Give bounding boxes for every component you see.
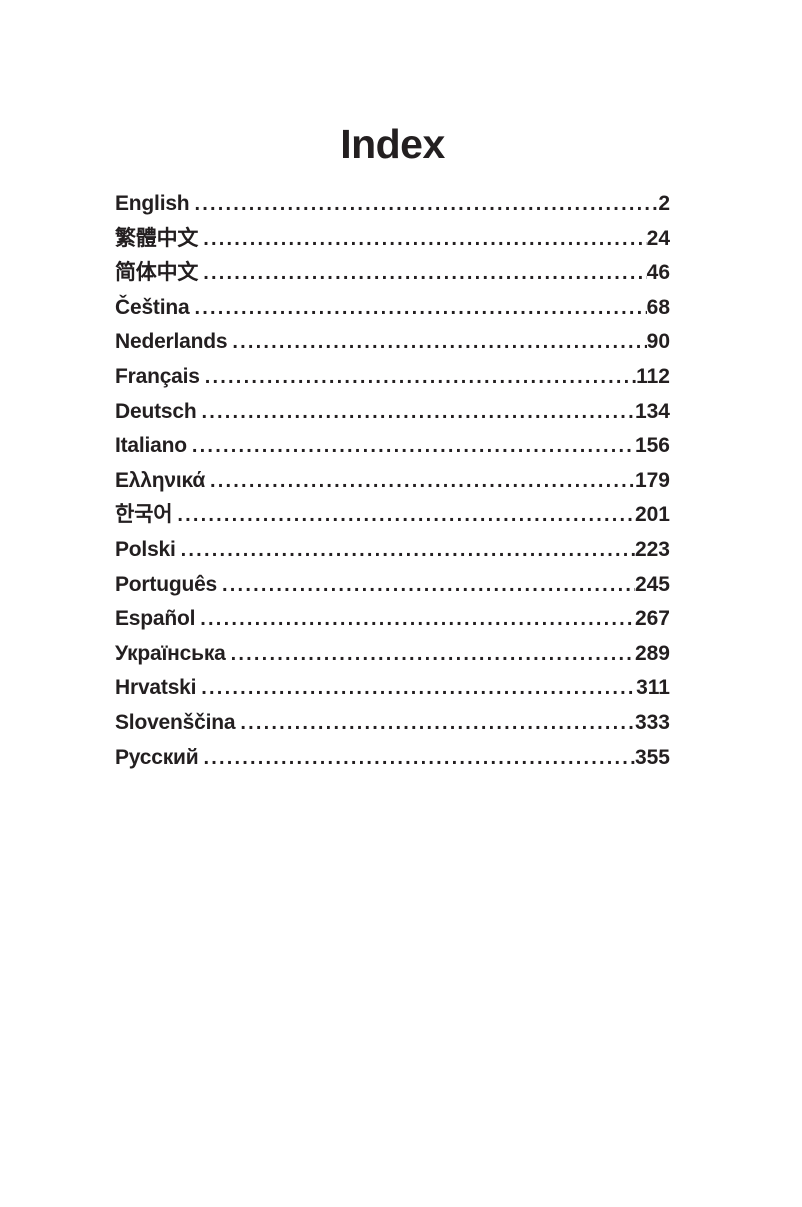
toc-leader-dots: ........................................… xyxy=(240,711,635,734)
toc-leader-dots: ........................................… xyxy=(230,642,635,665)
toc-entry[interactable]: Русский ................................… xyxy=(115,741,670,776)
toc-leader-dots: ........................................… xyxy=(204,365,636,388)
toc-entry-label: Polski xyxy=(115,537,176,561)
table-of-contents: English ................................… xyxy=(115,187,670,775)
toc-entry-label: Español xyxy=(115,607,196,631)
toc-leader-dots: ........................................… xyxy=(180,538,635,561)
toc-entry-page: 134 xyxy=(634,399,670,423)
toc-entry-page: 355 xyxy=(634,745,670,769)
toc-entry-page: 68 xyxy=(646,295,670,319)
toc-leader-dots: ........................................… xyxy=(194,193,659,215)
toc-entry[interactable]: English ................................… xyxy=(115,187,670,222)
toc-entry-label: Nederlands xyxy=(115,330,228,354)
toc-entry-label: Русский xyxy=(115,745,199,769)
toc-entry-page: 223 xyxy=(634,537,670,561)
page-title: Index xyxy=(340,121,445,168)
toc-entry[interactable]: Nederlands .............................… xyxy=(115,325,670,360)
toc-entry[interactable]: 繁體中文 ...................................… xyxy=(115,222,670,257)
toc-entry[interactable]: Hrvatski ...............................… xyxy=(115,671,670,706)
toc-entry-label: Українська xyxy=(115,641,226,665)
toc-entry-page: 201 xyxy=(634,503,670,527)
toc-entry-page: 24 xyxy=(646,226,670,250)
toc-leader-dots: ........................................… xyxy=(201,400,635,423)
toc-leader-dots: ........................................… xyxy=(222,573,635,596)
toc-entry[interactable]: Slovenščina ............................… xyxy=(115,706,670,741)
toc-leader-dots: ........................................… xyxy=(203,262,646,285)
toc-entry-page: 289 xyxy=(634,641,670,665)
toc-entry-page: 90 xyxy=(646,330,670,354)
toc-entry-label: Čeština xyxy=(115,295,190,319)
toc-leader-dots: ........................................… xyxy=(210,469,635,492)
toc-entry-page: 112 xyxy=(636,364,670,388)
toc-entry-label: English xyxy=(115,192,190,215)
toc-leader-dots: ........................................… xyxy=(177,504,635,527)
toc-entry[interactable]: Italiano ...............................… xyxy=(115,429,670,464)
toc-entry[interactable]: 简体中文 ...................................… xyxy=(115,256,670,291)
toc-entry-page: 333 xyxy=(634,710,670,734)
toc-entry[interactable]: Українська .............................… xyxy=(115,637,670,672)
toc-entry[interactable]: Čeština ................................… xyxy=(115,291,670,326)
toc-entry[interactable]: Español ................................… xyxy=(115,602,670,637)
toc-entry-label: 简体中文 xyxy=(115,261,199,285)
toc-entry-label: Ελληνικά xyxy=(115,468,206,492)
toc-entry-page: 179 xyxy=(634,468,670,492)
toc-leader-dots: ........................................… xyxy=(191,435,635,458)
toc-entry[interactable]: Ελληνικά ...............................… xyxy=(115,464,670,499)
toc-entry-label: Français xyxy=(115,364,200,388)
toc-entry[interactable]: 한국어 ....................................… xyxy=(115,498,670,533)
toc-entry-page: 156 xyxy=(634,434,670,458)
toc-leader-dots: ........................................… xyxy=(203,227,646,250)
toc-entry-page: 311 xyxy=(636,676,670,700)
toc-entry[interactable]: Deutsch ................................… xyxy=(115,395,670,430)
toc-entry-label: Hrvatski xyxy=(115,676,197,700)
toc-entry-page: 2 xyxy=(658,192,670,215)
toc-entry-label: Português xyxy=(115,572,218,596)
toc-entry-label: Deutsch xyxy=(115,399,197,423)
toc-leader-dots: ........................................… xyxy=(200,608,635,631)
toc-entry[interactable]: Polski .................................… xyxy=(115,533,670,568)
toc-leader-dots: ........................................… xyxy=(201,677,636,700)
toc-leader-dots: ........................................… xyxy=(194,296,647,319)
toc-leader-dots: ........................................… xyxy=(203,746,635,769)
toc-entry-label: Slovenščina xyxy=(115,710,236,734)
toc-entry-page: 245 xyxy=(634,572,670,596)
toc-entry[interactable]: Português ..............................… xyxy=(115,568,670,603)
toc-entry-page: 46 xyxy=(646,261,670,285)
toc-entry[interactable]: Français ...............................… xyxy=(115,360,670,395)
toc-entry-label: 한국어 xyxy=(115,503,173,527)
toc-entry-label: Italiano xyxy=(115,434,187,458)
toc-leader-dots: ........................................… xyxy=(232,331,646,354)
toc-entry-label: 繁體中文 xyxy=(115,226,199,250)
toc-entry-page: 267 xyxy=(634,607,670,631)
